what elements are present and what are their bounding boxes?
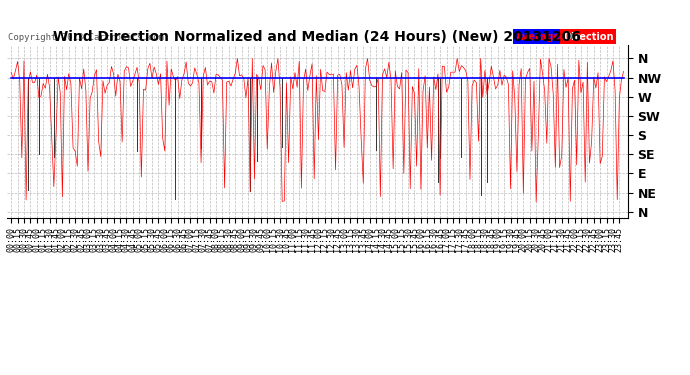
Title: Wind Direction Normalized and Median (24 Hours) (New) 20131206: Wind Direction Normalized and Median (24… [53, 30, 582, 44]
Text: Direction: Direction [562, 32, 613, 42]
Text: Average: Average [516, 32, 561, 42]
Text: Copyright 2013 Cartronics.com: Copyright 2013 Cartronics.com [8, 33, 164, 42]
